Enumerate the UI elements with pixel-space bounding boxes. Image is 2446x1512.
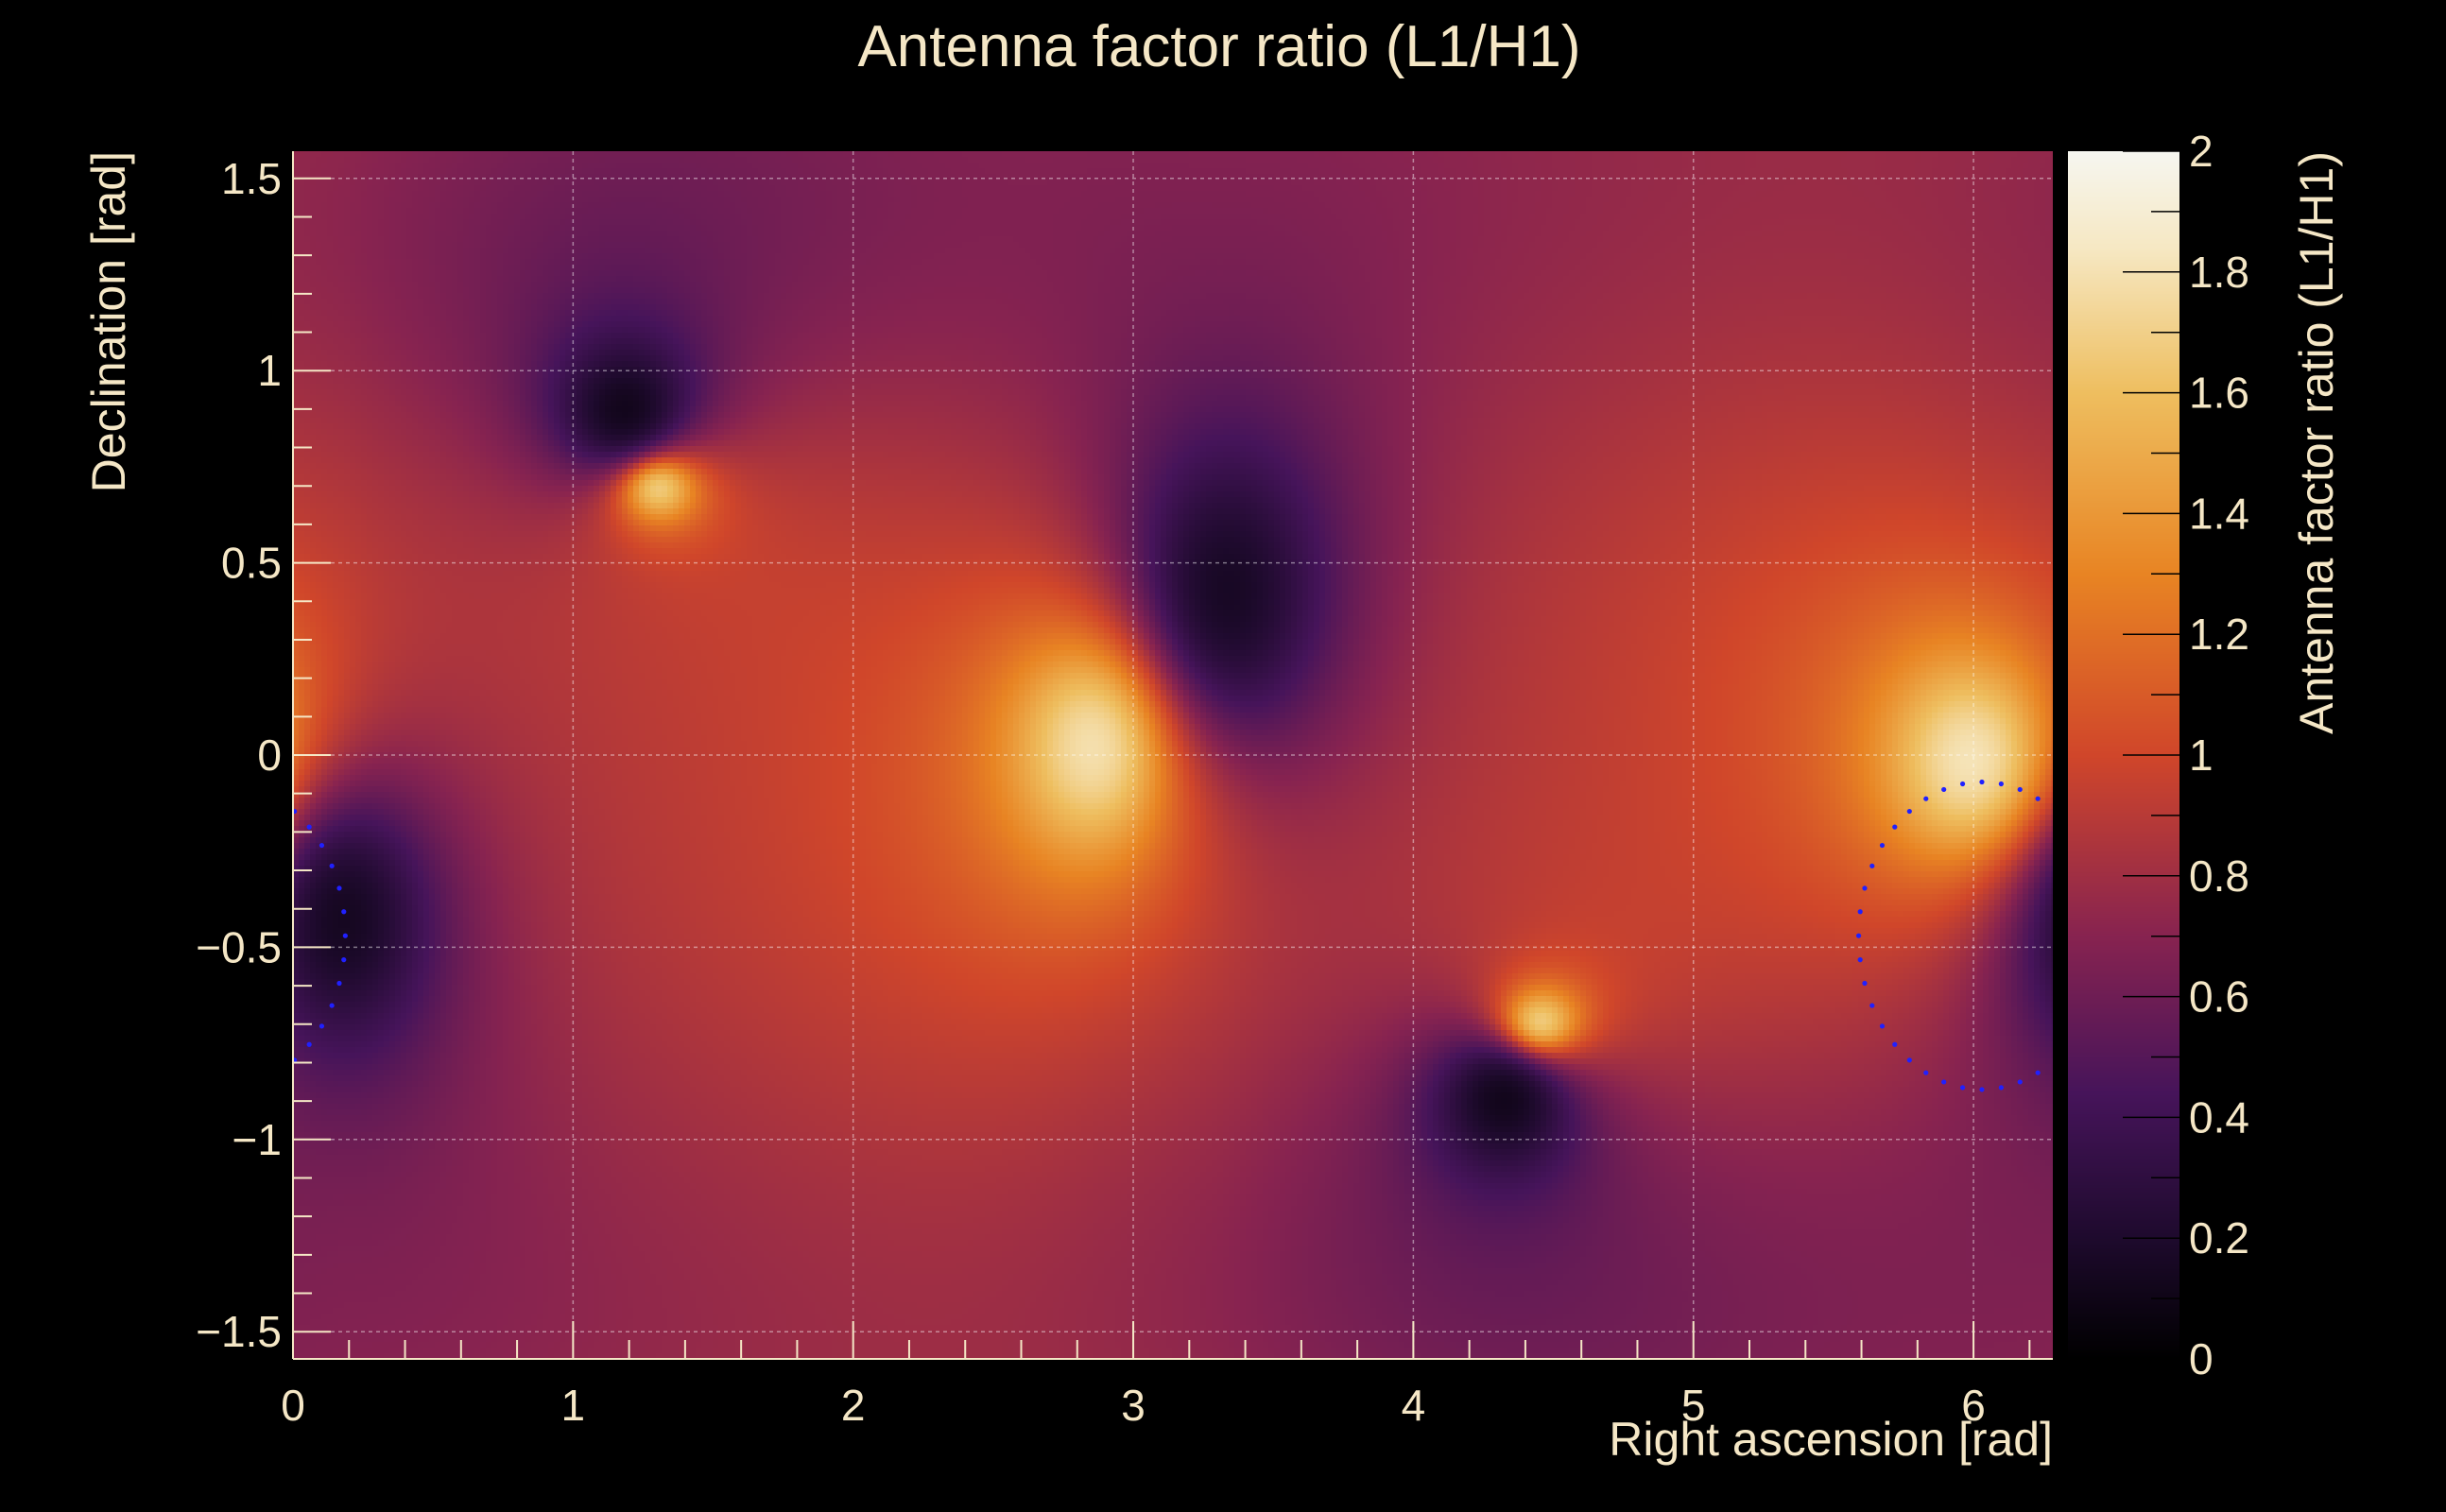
z-tick-label-1: 0.2 xyxy=(2189,1213,2249,1263)
y-tick-label-0: −1.5 xyxy=(196,1307,282,1356)
x-tick-label-0: 0 xyxy=(281,1381,305,1430)
z-tick-label-7: 1.4 xyxy=(2189,489,2249,538)
x-tick-label-3: 3 xyxy=(1121,1381,1145,1430)
y-tick-label-5: 1 xyxy=(257,346,282,395)
contour-dot xyxy=(1892,1041,1898,1047)
z-tick-label-5: 1 xyxy=(2189,730,2213,780)
contour-dot xyxy=(1959,1085,1966,1091)
contour-dot xyxy=(1862,980,1868,987)
x-tick-label-5: 5 xyxy=(1681,1381,1706,1430)
z-tick-label-8: 1.6 xyxy=(2189,369,2249,418)
contour-dot xyxy=(1941,1079,1947,1085)
contour-dot xyxy=(1869,1003,1875,1008)
contour-dot xyxy=(1857,957,1863,963)
z-tick-label-10: 2 xyxy=(2189,127,2213,176)
contour-dot xyxy=(1869,863,1875,868)
x-tick-label-2: 2 xyxy=(841,1381,866,1430)
contour-dot xyxy=(341,909,347,915)
contour-dot xyxy=(341,957,347,963)
axes: 0 1 2 3 4 5 6 −1.5 −1 −0.5 0 0.5 1 1.5 0 0.2 0.4 0.6 0.8 1 1… xyxy=(196,127,2249,1430)
contour-dot xyxy=(2017,786,2023,793)
x-tick-label-1: 1 xyxy=(561,1381,586,1430)
contour-dot xyxy=(1906,1057,1912,1063)
contour-dot xyxy=(329,863,335,868)
contour-dot xyxy=(1862,885,1868,891)
y-tick-label-4: 0.5 xyxy=(221,539,282,588)
z-tick-label-0: 0 xyxy=(2189,1334,2213,1383)
contour-dot xyxy=(306,1041,312,1047)
contour-dot xyxy=(336,980,342,987)
contour-dot xyxy=(1879,1023,1886,1029)
contour-dot xyxy=(1979,1087,1985,1092)
contour-dot xyxy=(336,885,342,891)
y-tick-label-3: 0 xyxy=(257,730,282,780)
contour-dot xyxy=(319,842,325,849)
contour-dot xyxy=(1879,842,1886,849)
contour-dot xyxy=(2035,1070,2041,1075)
contour-dot xyxy=(329,1003,335,1008)
contour-dot xyxy=(1855,933,1862,938)
z-tick-label-3: 0.6 xyxy=(2189,972,2249,1022)
z-tick-label-2: 0.4 xyxy=(2189,1092,2249,1142)
contour-dot xyxy=(1892,824,1898,830)
contour-dot xyxy=(1979,779,1985,785)
contour-dot xyxy=(342,933,348,938)
x-tick-label-6: 6 xyxy=(1961,1381,1986,1430)
colorbar-label: Antenna factor ratio (L1/H1) xyxy=(2290,151,2343,734)
contour-dot xyxy=(1923,796,1929,801)
z-tick-label-9: 1.8 xyxy=(2189,248,2249,297)
grid-lines xyxy=(293,151,2053,1359)
y-tick-label-6: 1.5 xyxy=(221,154,282,203)
x-tick-label-4: 4 xyxy=(1402,1381,1426,1430)
y-tick-label-2: −0.5 xyxy=(196,922,282,971)
contour-dot xyxy=(1959,781,1966,787)
contour-dot xyxy=(1941,786,1947,793)
chart-title: Antenna factor ratio (L1/H1) xyxy=(857,14,1580,79)
contour-dot xyxy=(1998,1085,2004,1091)
x-axis-label: Right ascension [rad] xyxy=(1609,1413,2053,1466)
z-tick-label-6: 1.2 xyxy=(2189,610,2249,659)
dotted-contour xyxy=(292,779,2041,1092)
contour-dot xyxy=(1923,1070,1929,1075)
contour-dot xyxy=(2035,796,2041,801)
z-tick-label-4: 0.8 xyxy=(2189,851,2249,901)
contour-dot xyxy=(1857,909,1863,915)
y-axis-label: Declination [rad] xyxy=(82,151,135,492)
contour-dot xyxy=(2017,1079,2023,1085)
contour-dot xyxy=(306,824,312,830)
y-tick-label-1: −1 xyxy=(233,1115,282,1164)
heatmap-plot-area xyxy=(293,151,2053,1359)
contour-dot xyxy=(319,1023,325,1029)
contour-dot xyxy=(1998,781,2004,787)
contour-dot xyxy=(1906,808,1912,815)
